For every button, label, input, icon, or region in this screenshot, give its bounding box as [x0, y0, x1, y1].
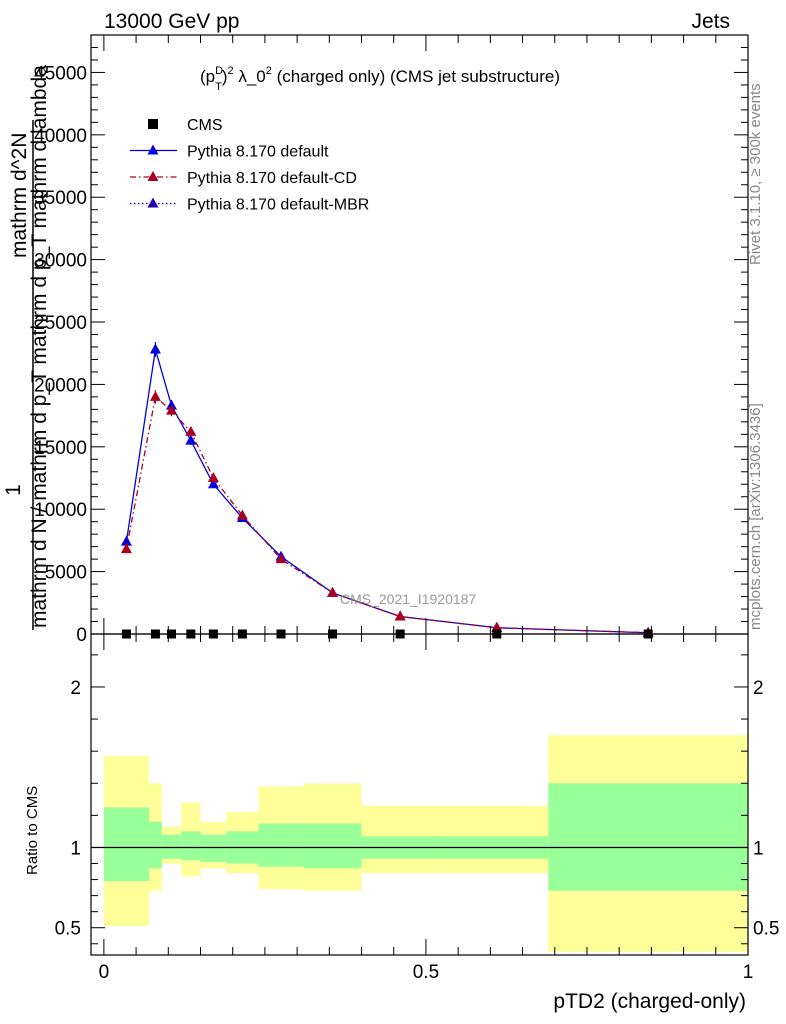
series-line [125, 395, 649, 634]
x-tick-label: 1 [743, 962, 754, 983]
ratio-band-inner [548, 783, 748, 891]
title-part-b: ) [222, 67, 228, 86]
y-axis-label-top: 1 mathrm d^2N mathrm d N / mathrm d p_T … [2, 65, 51, 630]
analysis-watermark: CMS_2021_I1920187 [340, 591, 476, 607]
series-point [207, 472, 219, 483]
ratio-y-tick-label-right: 0.5 [753, 919, 779, 940]
series-point [275, 553, 287, 564]
ratio-y-tick-label: 1 [70, 838, 81, 859]
header-left: 13000 GeV pp [104, 10, 239, 33]
series-point [166, 404, 178, 415]
ratio-band-inner [148, 821, 162, 869]
ratio-y-tick-label: 0.5 [55, 919, 81, 940]
title-sup-d: D [215, 65, 223, 77]
legend-marker [147, 171, 159, 181]
y-tick-label: 30000 [34, 251, 87, 272]
legend: CMS Pythia 8.170 default Pythia 8.170 defa… [130, 117, 369, 214]
mcplots-label: mcplots.cern.ch [arXiv:1306.3436] [747, 403, 764, 630]
legend-marker-cms [148, 119, 158, 129]
ratio-band-inner [303, 823, 362, 869]
series-point [185, 425, 197, 436]
title-sup-2a: 2 [227, 65, 233, 77]
y-tick-label: 35000 [34, 188, 87, 209]
ratio-band-inner [258, 823, 304, 867]
ratio-y-tick-label: 2 [70, 678, 81, 699]
series-point [394, 610, 406, 621]
y-tick-label: 5000 [45, 563, 87, 584]
y-tick-label: 15000 [34, 438, 87, 459]
title-part-c: λ_0 [234, 67, 266, 86]
series-point [149, 390, 161, 401]
y-tick-label: 45000 [34, 63, 87, 84]
ratio-y-tick-label-right: 2 [753, 678, 764, 699]
title-sup-2b: 2 [266, 65, 272, 77]
y-tick-label: 20000 [34, 375, 87, 396]
y-tick-label: 0 [76, 625, 87, 646]
ratio-band-inner [161, 834, 182, 859]
title-part-d: (charged only) (CMS jet substructure) [272, 67, 560, 86]
plot-title: (pD T)2 λ_02 (charged only) (CMS jet subs… [200, 65, 560, 93]
legend-label: Pythia 8.170 default-MBR [187, 197, 369, 214]
ylabel-denominator: mathrm d N / mathrm d p_T mathrm d p_T m… [28, 65, 51, 628]
series-point [491, 621, 503, 632]
y-tick-label: 10000 [34, 500, 87, 521]
ratio-frame [90, 633, 749, 956]
x-tick-label: 0 [99, 962, 110, 983]
series-point [207, 478, 219, 489]
ratio-band-inner [103, 807, 149, 882]
axes: 0 5000 10000 15000 20000 25000 30000 35000 40000… [34, 34, 779, 983]
header-right: Jets [691, 10, 730, 33]
legend-label: Pythia 8.170 default [187, 144, 329, 161]
series-point [120, 543, 132, 554]
y-tick-label: 40000 [34, 126, 87, 147]
x-tick-label: 0.5 [413, 962, 439, 983]
title-part-a: (p [200, 67, 215, 86]
series-point [149, 343, 161, 354]
series-point [236, 509, 248, 520]
ylabel-one: 1 [2, 484, 25, 496]
series-point [185, 434, 197, 445]
rivet-label: Rivet 3.1.10, ≥ 300k events [747, 83, 764, 265]
y-axis-label-ratio: Ratio to CMS [24, 786, 41, 875]
ratio-band-inner [181, 831, 201, 861]
ratio-y-tick-label-right: 1 [753, 838, 764, 859]
series-point [327, 586, 339, 597]
series-point [120, 535, 132, 546]
y-tick-label: 25000 [34, 313, 87, 334]
legend-label: CMS [187, 117, 223, 134]
title-sub-t: T [215, 81, 222, 93]
ratio-bands [103, 735, 748, 952]
legend-marker [147, 197, 159, 208]
ylabel-numerator: mathrm d^2N [8, 133, 31, 258]
x-axis-label: pTD2 (charged-only) [553, 990, 746, 1013]
legend-label: Pythia 8.170 default-CD [187, 170, 357, 187]
ratio-band-inner [200, 834, 227, 862]
legend-marker [147, 144, 159, 155]
